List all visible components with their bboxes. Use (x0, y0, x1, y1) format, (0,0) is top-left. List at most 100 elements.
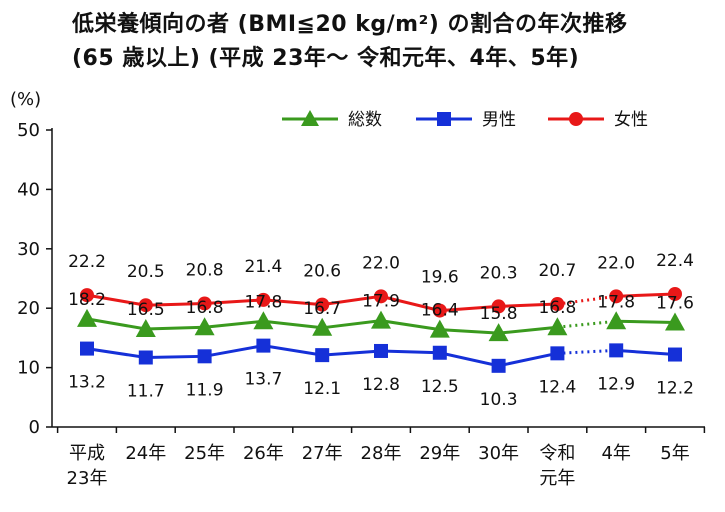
data-point-triangle (488, 323, 509, 342)
data-label: 12.5 (421, 377, 459, 397)
data-label: 20.3 (480, 263, 518, 283)
legend-marker-triangle (301, 110, 319, 126)
data-point-circle (550, 297, 565, 312)
data-point-circle (197, 296, 212, 311)
y-axis-unit-label: (%) (10, 89, 41, 110)
legend-marker-circle (569, 112, 583, 126)
data-label: 17.9 (362, 292, 400, 312)
data-label: 16.8 (538, 298, 576, 318)
x-tick-label: 元年 (539, 468, 575, 489)
y-tick-label: 10 (17, 358, 40, 379)
x-tick-label: 25年 (184, 443, 225, 464)
data-label: 13.2 (68, 373, 106, 393)
data-point-square (432, 345, 447, 360)
data-point-triangle (371, 310, 391, 329)
x-tick-label: 平成 (69, 443, 105, 464)
data-point-triangle (194, 317, 215, 336)
data-label: 22.0 (597, 253, 635, 273)
data-label: 17.8 (244, 292, 282, 312)
series-dotted-link-2 (557, 294, 617, 306)
x-tick-label: 28年 (361, 443, 402, 464)
data-label: 16.7 (303, 299, 341, 319)
data-point-triangle (429, 319, 450, 338)
legend-marker-square (437, 112, 451, 126)
data-point-triangle (312, 317, 333, 336)
data-label: 16.8 (186, 298, 224, 318)
legend-label-0: 総数 (348, 110, 382, 130)
chart-title-line1: 低栄養傾向の者 (BMI≦20 kg/m²) の割合の年次推移 (72, 12, 628, 37)
data-point-circle (609, 289, 624, 304)
data-point-circle (491, 299, 506, 314)
data-label: 22.2 (68, 252, 106, 272)
data-label: 15.8 (480, 304, 518, 324)
data-point-circle (315, 297, 330, 312)
data-point-triangle (253, 311, 274, 330)
data-label: 12.1 (303, 379, 341, 399)
data-point-circle (256, 292, 271, 307)
data-label: 12.4 (538, 377, 576, 397)
data-point-triangle (135, 318, 156, 337)
data-label: 11.9 (186, 380, 224, 400)
data-point-square (668, 347, 682, 362)
data-label: 20.8 (186, 260, 224, 280)
data-label: 21.4 (244, 257, 282, 277)
data-label: 13.7 (244, 370, 282, 390)
data-point-square (315, 348, 330, 363)
data-label: 17.8 (597, 292, 635, 312)
chart-title-line2: (65 歳以上) (平成 23年〜 令和元年、4年、5年) (72, 46, 580, 71)
data-label: 12.2 (656, 379, 694, 399)
data-label: 12.9 (597, 374, 635, 394)
data-label: 16.4 (421, 301, 459, 321)
data-point-square (197, 349, 212, 364)
x-tick-label: 30年 (478, 443, 519, 464)
data-point-circle (80, 288, 94, 303)
data-label: 19.6 (421, 268, 459, 288)
data-label: 18.2 (68, 290, 106, 310)
x-tick-label: 4年 (601, 443, 630, 464)
x-tick-label: 29年 (419, 443, 460, 464)
x-tick-label: 24年 (125, 443, 166, 464)
data-label: 11.7 (127, 382, 165, 402)
x-tick-label: 23年 (67, 468, 108, 489)
y-tick-label: 0 (29, 417, 40, 438)
data-label: 20.5 (127, 262, 165, 282)
data-label: 22.0 (362, 253, 400, 273)
data-point-circle (668, 286, 682, 301)
y-tick-label: 20 (17, 298, 40, 319)
data-label: 16.5 (127, 300, 165, 320)
data-label: 10.3 (480, 390, 518, 410)
legend-label-1: 男性 (482, 110, 516, 130)
data-point-circle (432, 303, 447, 318)
data-point-square (138, 350, 153, 365)
data-label: 20.7 (538, 261, 576, 281)
series-dotted-link-1 (557, 348, 617, 355)
series-dotted-link-0 (557, 319, 617, 329)
series-line-recent-2 (616, 292, 676, 298)
series-line-recent-0 (616, 319, 676, 324)
data-point-circle (138, 298, 153, 313)
x-tick-label: 令和 (539, 443, 575, 464)
data-point-circle (374, 289, 388, 304)
data-point-square (256, 338, 271, 353)
data-point-square (609, 343, 624, 358)
y-tick-label: 50 (17, 120, 40, 141)
data-point-triangle (665, 312, 685, 331)
series-line-recent-1 (616, 348, 676, 357)
x-tick-label: 5年 (660, 443, 689, 464)
data-point-square (491, 358, 506, 373)
data-label: 22.4 (656, 251, 694, 271)
data-label: 20.6 (303, 262, 341, 282)
data-point-triangle (606, 311, 627, 330)
data-point-triangle (547, 317, 568, 336)
x-tick-label: 26年 (243, 443, 284, 464)
x-tick-label: 27年 (302, 443, 343, 464)
data-label: 17.6 (656, 293, 694, 313)
data-point-square (80, 341, 94, 356)
data-point-square (550, 346, 565, 361)
data-point-square (374, 343, 388, 358)
legend-label-2: 女性 (614, 110, 648, 130)
data-label: 12.8 (362, 375, 400, 395)
y-tick-label: 40 (17, 179, 40, 200)
data-point-triangle (77, 308, 97, 327)
